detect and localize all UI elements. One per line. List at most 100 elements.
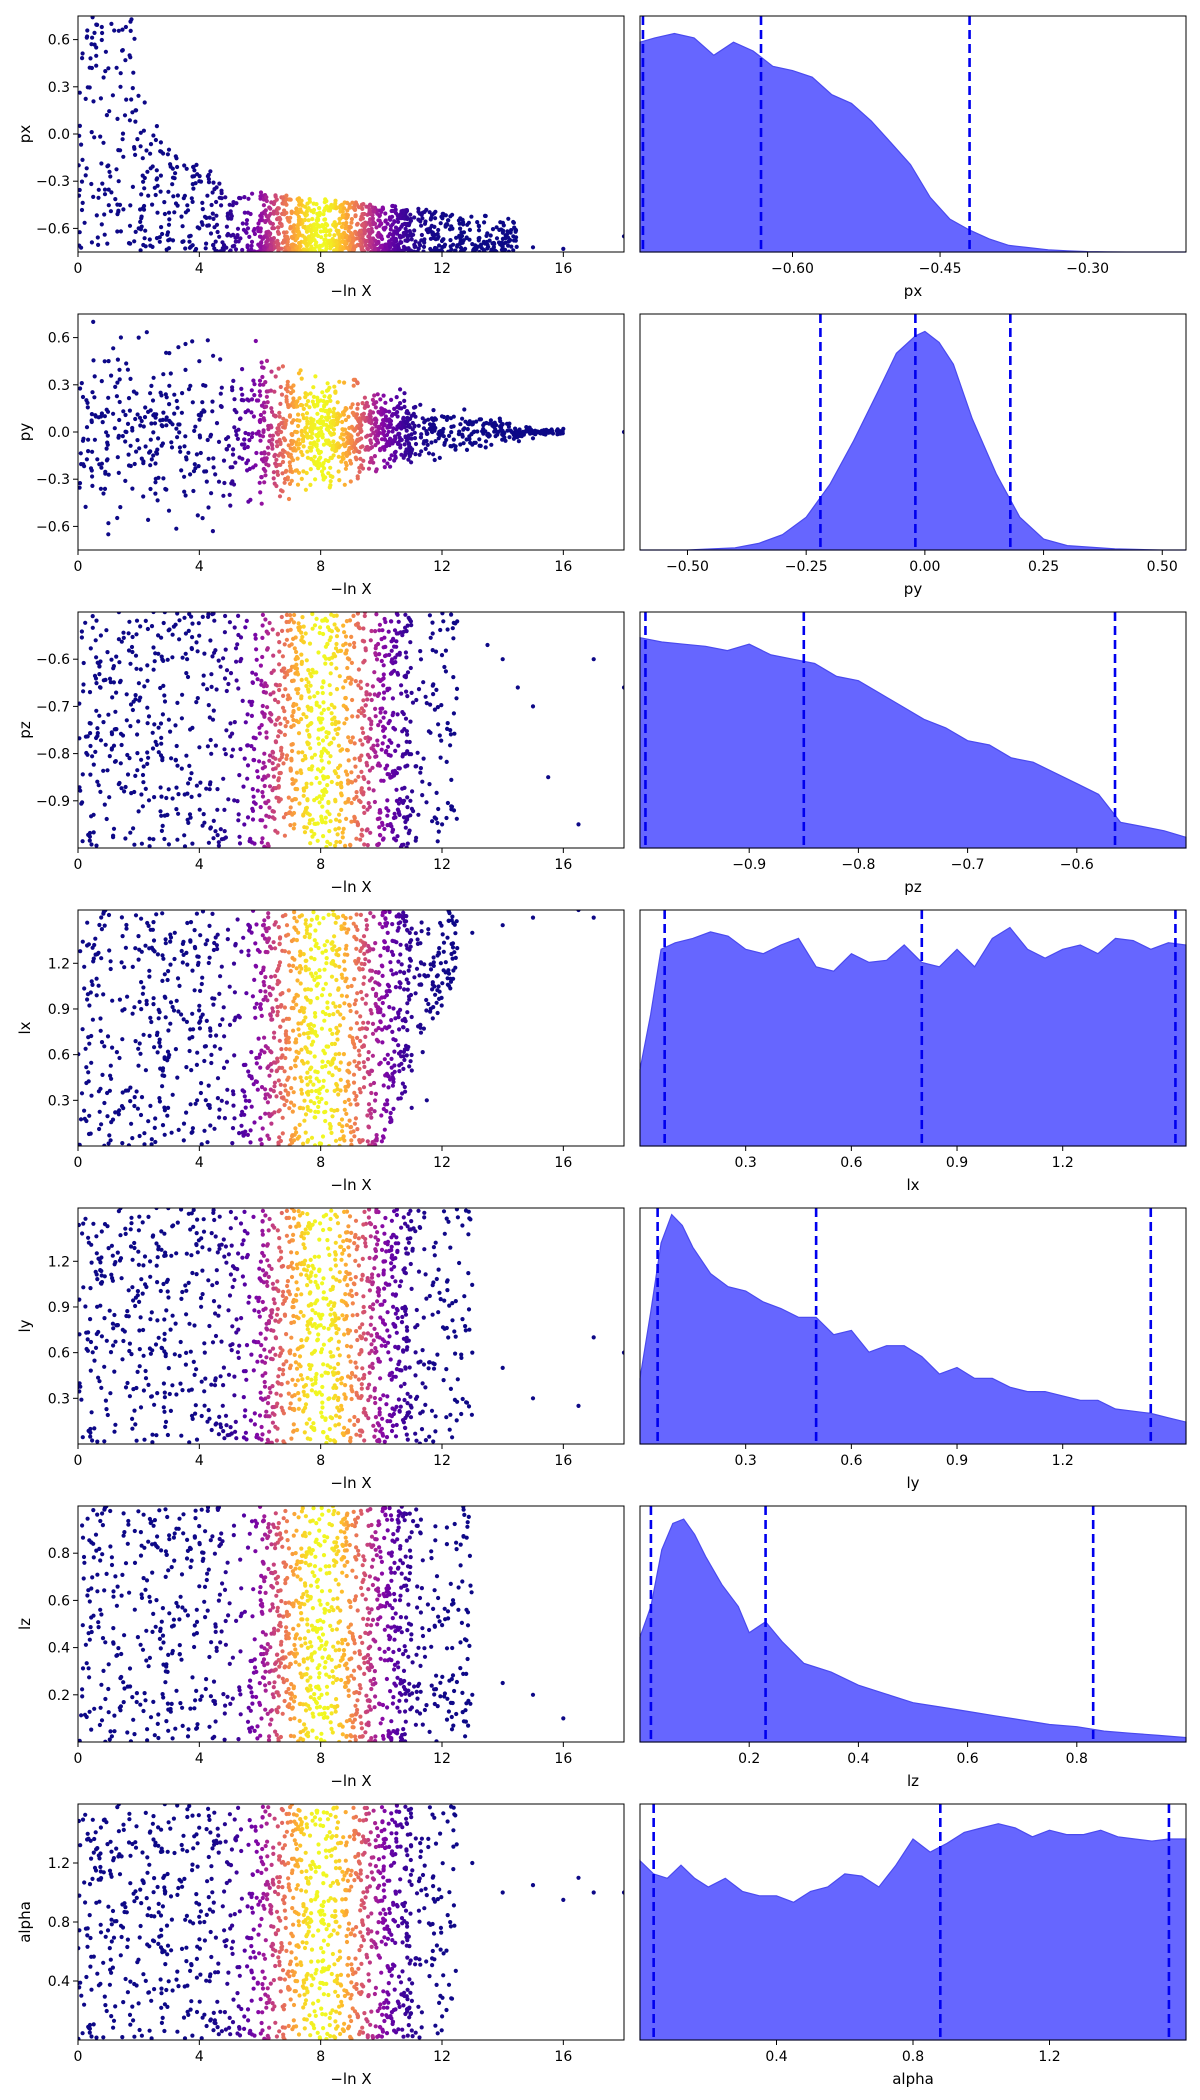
scatter-px-point bbox=[165, 152, 170, 157]
scatter-pz-point bbox=[395, 712, 400, 717]
scatter-px-point bbox=[350, 238, 355, 243]
scatter-px-point bbox=[138, 219, 143, 224]
scatter-pz-point bbox=[362, 613, 367, 619]
scatter-py-point bbox=[486, 431, 491, 436]
scatter-px-point bbox=[135, 137, 140, 142]
scatter-px-point bbox=[120, 27, 125, 32]
scatter-py-point bbox=[261, 365, 266, 370]
scatter-pz-point bbox=[302, 825, 307, 830]
scatter-px-point bbox=[290, 242, 295, 247]
scatter-py-point bbox=[106, 472, 111, 477]
scatter-pz-point bbox=[350, 735, 355, 740]
scatter-pz-point bbox=[107, 795, 112, 800]
scatter-px-point bbox=[318, 229, 323, 234]
scatter-pz-point bbox=[331, 736, 336, 741]
scatter-px-point bbox=[265, 238, 270, 243]
scatter-py-point bbox=[224, 447, 229, 452]
scatter-py-point bbox=[109, 373, 114, 378]
scatter-py-point bbox=[448, 416, 453, 421]
scatter-pz-point bbox=[303, 808, 308, 813]
scatter-px-point bbox=[133, 108, 138, 113]
scatter-lx-point bbox=[384, 989, 389, 994]
scatter-pz-point bbox=[381, 778, 386, 783]
scatter-pz-point bbox=[381, 836, 386, 841]
scatter-py-point bbox=[353, 446, 358, 451]
scatter-pz-point bbox=[201, 673, 206, 678]
scatter-pz-point bbox=[206, 612, 211, 617]
scatter-px-point bbox=[445, 222, 450, 227]
scatter-px-point bbox=[226, 216, 231, 221]
scatter-pz-point bbox=[235, 642, 240, 647]
scatter-py-point bbox=[158, 418, 163, 423]
scatter-py-point bbox=[226, 443, 231, 448]
scatter-lx-point bbox=[344, 930, 349, 935]
scatter-pz-point bbox=[267, 758, 272, 763]
scatter-py-point bbox=[445, 414, 450, 420]
scatter-pz-point bbox=[159, 741, 164, 746]
scatter-py-point bbox=[296, 446, 301, 451]
scatter-py-point bbox=[239, 442, 245, 447]
scatter-pz-point bbox=[395, 807, 400, 812]
scatter-lx-point bbox=[405, 1028, 410, 1033]
scatter-py-point bbox=[327, 395, 332, 400]
scatter-px-point bbox=[436, 234, 441, 239]
scatter-pz-point bbox=[257, 731, 262, 736]
scatter-px-point bbox=[240, 221, 245, 226]
scatter-py-point bbox=[319, 469, 325, 474]
scatter-py-point bbox=[281, 416, 286, 421]
scatter-py-point bbox=[167, 418, 172, 423]
scatter-pz-point bbox=[343, 800, 348, 805]
scatter-py-point bbox=[98, 486, 103, 491]
scatter-px-point bbox=[158, 173, 163, 178]
scatter-lx-point bbox=[102, 1143, 107, 1146]
scatter-pz-point bbox=[345, 748, 350, 753]
scatter-pz-point bbox=[317, 780, 322, 786]
scatter-pz-point bbox=[226, 681, 231, 687]
scatter-pz-point bbox=[147, 836, 152, 841]
scatter-lx-point bbox=[337, 1023, 343, 1028]
scatter-py-point bbox=[84, 425, 90, 430]
scatter-py-xtick-label: 12 bbox=[433, 559, 451, 575]
scatter-pz-point bbox=[404, 689, 409, 694]
scatter-py-point bbox=[385, 425, 390, 430]
scatter-px-point bbox=[206, 180, 212, 185]
scatter-pz-point bbox=[323, 815, 328, 820]
scatter-py-point bbox=[310, 424, 315, 429]
scatter-lx-point bbox=[291, 1090, 296, 1095]
scatter-px-point bbox=[153, 137, 158, 143]
scatter-pz-point bbox=[382, 653, 388, 659]
scatter-pz-point bbox=[145, 705, 150, 710]
scatter-pz-point bbox=[301, 712, 306, 717]
scatter-py-point bbox=[261, 466, 266, 472]
scatter-px-point bbox=[213, 239, 218, 244]
scatter-py-point bbox=[143, 405, 148, 410]
scatter-lx-point bbox=[390, 972, 396, 977]
scatter-px-point bbox=[189, 196, 194, 201]
scatter-pz-frame bbox=[77, 611, 625, 849]
scatter-px-point bbox=[405, 246, 410, 251]
scatter-px-point bbox=[401, 234, 406, 239]
scatter-px-point bbox=[152, 185, 157, 190]
scatter-pz-point bbox=[283, 724, 288, 729]
scatter-pz-point bbox=[445, 726, 450, 732]
scatter-py-point bbox=[426, 417, 431, 422]
scatter-pz-point bbox=[252, 758, 257, 763]
scatter-lx-point bbox=[389, 1056, 394, 1061]
scatter-pz-point bbox=[173, 622, 178, 627]
scatter-pz-point bbox=[383, 619, 388, 625]
scatter-pz-point bbox=[441, 619, 446, 624]
scatter-pz-point bbox=[166, 717, 171, 722]
scatter-pz-point bbox=[93, 638, 98, 643]
scatter-pz-point bbox=[359, 832, 364, 837]
scatter-py-point bbox=[503, 438, 508, 443]
scatter-py-point bbox=[346, 414, 351, 419]
scatter-lx-point bbox=[266, 926, 271, 931]
scatter-py-point bbox=[453, 444, 458, 449]
scatter-py-point bbox=[332, 406, 337, 411]
scatter-lx-point bbox=[305, 1070, 310, 1075]
scatter-pz-point bbox=[331, 651, 336, 657]
scatter-pz-point bbox=[95, 726, 100, 731]
scatter-pz-point bbox=[270, 761, 275, 766]
scatter-px-point bbox=[146, 193, 151, 198]
